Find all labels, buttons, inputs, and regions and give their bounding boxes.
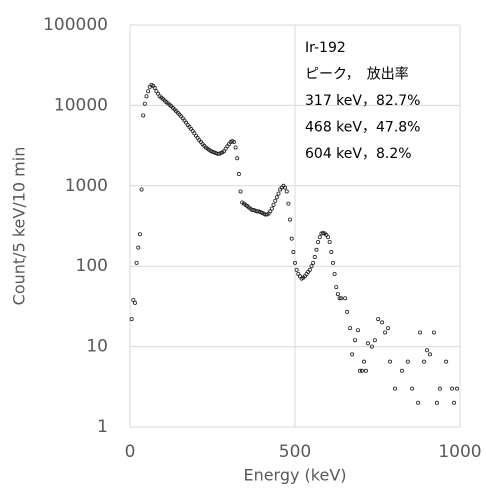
data-point — [289, 236, 294, 241]
data-point — [294, 267, 299, 272]
data-point — [452, 400, 457, 405]
data-point — [427, 352, 432, 357]
data-point — [309, 264, 314, 269]
data-point — [455, 386, 460, 391]
data-point — [337, 296, 342, 301]
y-tick-label: 10000 — [54, 95, 108, 115]
data-point — [307, 267, 312, 272]
data-point — [311, 260, 316, 265]
data-point — [372, 338, 377, 343]
x-tick-label: 0 — [125, 442, 136, 462]
data-point — [231, 140, 236, 145]
data-point — [369, 344, 374, 349]
x-tick-label: 500 — [279, 442, 311, 462]
data-point — [343, 296, 348, 301]
y-tick-label: 1 — [97, 417, 108, 437]
data-point — [317, 235, 322, 240]
annotation: 604 keV，8.2% — [305, 146, 412, 162]
data-point — [450, 386, 455, 391]
data-point — [141, 113, 146, 118]
data-point — [353, 338, 358, 343]
data-point — [129, 317, 134, 322]
data-point — [380, 320, 385, 325]
data-point — [268, 209, 273, 214]
annotation: ピーク， 放出率 — [305, 66, 409, 83]
data-point — [269, 206, 274, 211]
data-point — [392, 386, 397, 391]
data-point — [431, 330, 436, 335]
data-point — [434, 400, 439, 405]
data-point — [418, 330, 423, 335]
y-tick-label: 1000 — [65, 176, 108, 196]
data-point — [416, 400, 421, 405]
data-point — [271, 202, 276, 207]
y-tick-label: 100000 — [43, 15, 108, 35]
data-point — [236, 172, 241, 177]
data-point — [356, 328, 361, 333]
data-point — [334, 285, 339, 290]
data-point — [359, 368, 364, 373]
data-point — [350, 352, 355, 357]
data-point — [292, 260, 297, 265]
data-point — [235, 156, 240, 161]
data-point — [365, 341, 370, 346]
data-point — [327, 239, 332, 244]
data-point — [312, 255, 317, 260]
data-point — [388, 359, 393, 364]
data-point — [284, 189, 289, 194]
data-point — [358, 368, 363, 373]
x-tick-label: 1000 — [438, 442, 481, 462]
data-point — [386, 326, 391, 331]
data-point — [376, 317, 381, 322]
data-point — [332, 271, 337, 276]
data-point — [139, 187, 144, 192]
data-point — [283, 185, 288, 190]
data-point — [330, 260, 335, 265]
annotation: 468 keV，47.8% — [305, 120, 420, 136]
data-point — [136, 245, 141, 250]
data-point — [325, 235, 330, 240]
data-point — [314, 247, 319, 252]
y-tick-label: 10 — [86, 337, 108, 357]
data-point — [131, 297, 136, 302]
data-point — [276, 191, 281, 196]
data-point — [335, 292, 340, 297]
data-point — [274, 195, 279, 200]
data-point — [132, 300, 137, 305]
data-point — [329, 250, 334, 255]
data-point — [383, 330, 388, 335]
data-point — [273, 198, 278, 203]
data-point — [444, 359, 449, 364]
data-point — [405, 359, 410, 364]
data-point — [286, 201, 291, 206]
data-point — [146, 89, 151, 94]
data-point — [288, 217, 293, 222]
data-point — [144, 94, 149, 99]
y-axis-label: Count/5 keV/10 min — [10, 147, 29, 306]
data-point — [348, 326, 353, 331]
x-axis-label: Energy (keV) — [243, 466, 346, 485]
data-point — [316, 239, 321, 244]
y-tick-label: 100 — [76, 256, 108, 276]
data-point — [339, 296, 344, 301]
data-point — [142, 101, 147, 106]
data-point — [399, 368, 404, 373]
data-point — [437, 386, 442, 391]
data-point — [238, 189, 243, 194]
data-point — [291, 250, 296, 255]
data-point — [422, 359, 427, 364]
data-point — [363, 368, 368, 373]
data-point — [410, 386, 415, 391]
data-point — [361, 359, 366, 364]
data-point — [137, 232, 142, 237]
data-point — [134, 260, 139, 265]
annotation: 317 keV，82.7% — [305, 93, 420, 109]
data-point — [152, 85, 157, 90]
data-point — [424, 348, 429, 353]
data-point — [233, 145, 238, 150]
annotation: Ir-192 — [305, 40, 346, 56]
data-point — [345, 309, 350, 314]
